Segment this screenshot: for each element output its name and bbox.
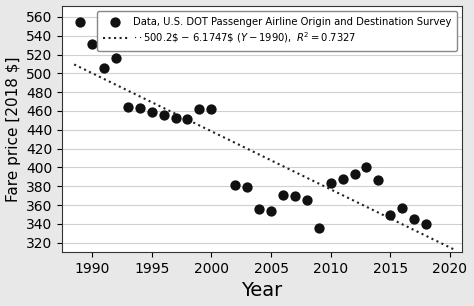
Data, U.S. DOT Passenger Airline Origin and Destination Survey bbox=[291, 193, 299, 198]
X-axis label: Year: Year bbox=[241, 282, 283, 300]
Data, U.S. DOT Passenger Airline Origin and Destination Survey bbox=[303, 198, 310, 203]
Data, U.S. DOT Passenger Airline Origin and Destination Survey bbox=[136, 106, 144, 110]
$\cdot\cdot$500.2\$ $-$ 6.1747\$ $(Y - 1990),\ R^2 = 0.7327$ bbox=[71, 63, 77, 66]
Data, U.S. DOT Passenger Airline Origin and Destination Survey bbox=[196, 107, 203, 112]
Data, U.S. DOT Passenger Airline Origin and Destination Survey bbox=[148, 110, 155, 114]
Data, U.S. DOT Passenger Airline Origin and Destination Survey bbox=[315, 225, 322, 230]
Data, U.S. DOT Passenger Airline Origin and Destination Survey bbox=[374, 177, 382, 182]
Data, U.S. DOT Passenger Airline Origin and Destination Survey bbox=[208, 107, 215, 112]
$\cdot\cdot$500.2\$ $-$ 6.1747\$ $(Y - 1990),\ R^2 = 0.7327$ bbox=[278, 163, 283, 167]
Y-axis label: Fare price [2018 $]: Fare price [2018 $] bbox=[6, 56, 20, 202]
$\cdot\cdot$500.2\$ $-$ 6.1747\$ $(Y - 1990),\ R^2 = 0.7327$ bbox=[444, 244, 450, 248]
$\cdot\cdot$500.2\$ $-$ 6.1747\$ $(Y - 1990),\ R^2 = 0.7327$ bbox=[253, 151, 258, 155]
Data, U.S. DOT Passenger Airline Origin and Destination Survey bbox=[399, 206, 406, 211]
Data, U.S. DOT Passenger Airline Origin and Destination Survey bbox=[243, 185, 251, 190]
Data, U.S. DOT Passenger Airline Origin and Destination Survey bbox=[184, 116, 191, 121]
Data, U.S. DOT Passenger Airline Origin and Destination Survey bbox=[88, 42, 96, 47]
Data, U.S. DOT Passenger Airline Origin and Destination Survey bbox=[231, 183, 239, 188]
Legend: Data, U.S. DOT Passenger Airline Origin and Destination Survey, $\cdot\cdot$500.: Data, U.S. DOT Passenger Airline Origin … bbox=[97, 10, 457, 51]
Data, U.S. DOT Passenger Airline Origin and Destination Survey bbox=[410, 217, 418, 222]
Data, U.S. DOT Passenger Airline Origin and Destination Survey bbox=[386, 213, 394, 218]
Data, U.S. DOT Passenger Airline Origin and Destination Survey bbox=[255, 207, 263, 211]
Data, U.S. DOT Passenger Airline Origin and Destination Survey bbox=[422, 222, 430, 226]
Data, U.S. DOT Passenger Airline Origin and Destination Survey bbox=[100, 65, 108, 70]
Data, U.S. DOT Passenger Airline Origin and Destination Survey bbox=[160, 112, 167, 117]
Data, U.S. DOT Passenger Airline Origin and Destination Survey bbox=[172, 115, 179, 120]
Data, U.S. DOT Passenger Airline Origin and Destination Survey bbox=[279, 192, 287, 197]
$\cdot\cdot$500.2\$ $-$ 6.1747\$ $(Y - 1990),\ R^2 = 0.7327$ bbox=[453, 248, 459, 252]
Data, U.S. DOT Passenger Airline Origin and Destination Survey bbox=[124, 105, 132, 110]
Line: $\cdot\cdot$500.2\$ $-$ 6.1747\$ $(Y - 1990),\ R^2 = 0.7327$: $\cdot\cdot$500.2\$ $-$ 6.1747\$ $(Y - 1… bbox=[74, 65, 456, 250]
$\cdot\cdot$500.2\$ $-$ 6.1747\$ $(Y - 1990),\ R^2 = 0.7327$ bbox=[384, 215, 390, 219]
$\cdot\cdot$500.2\$ $-$ 6.1747\$ $(Y - 1990),\ R^2 = 0.7327$ bbox=[255, 152, 261, 156]
Data, U.S. DOT Passenger Airline Origin and Destination Survey bbox=[76, 20, 84, 25]
Data, U.S. DOT Passenger Airline Origin and Destination Survey bbox=[327, 181, 335, 186]
Data, U.S. DOT Passenger Airline Origin and Destination Survey bbox=[339, 176, 346, 181]
Data, U.S. DOT Passenger Airline Origin and Destination Survey bbox=[267, 208, 275, 213]
Data, U.S. DOT Passenger Airline Origin and Destination Survey bbox=[363, 165, 370, 170]
Data, U.S. DOT Passenger Airline Origin and Destination Survey bbox=[112, 56, 120, 61]
Data, U.S. DOT Passenger Airline Origin and Destination Survey bbox=[351, 172, 358, 177]
$\cdot\cdot$500.2\$ $-$ 6.1747\$ $(Y - 1990),\ R^2 = 0.7327$ bbox=[299, 173, 304, 177]
